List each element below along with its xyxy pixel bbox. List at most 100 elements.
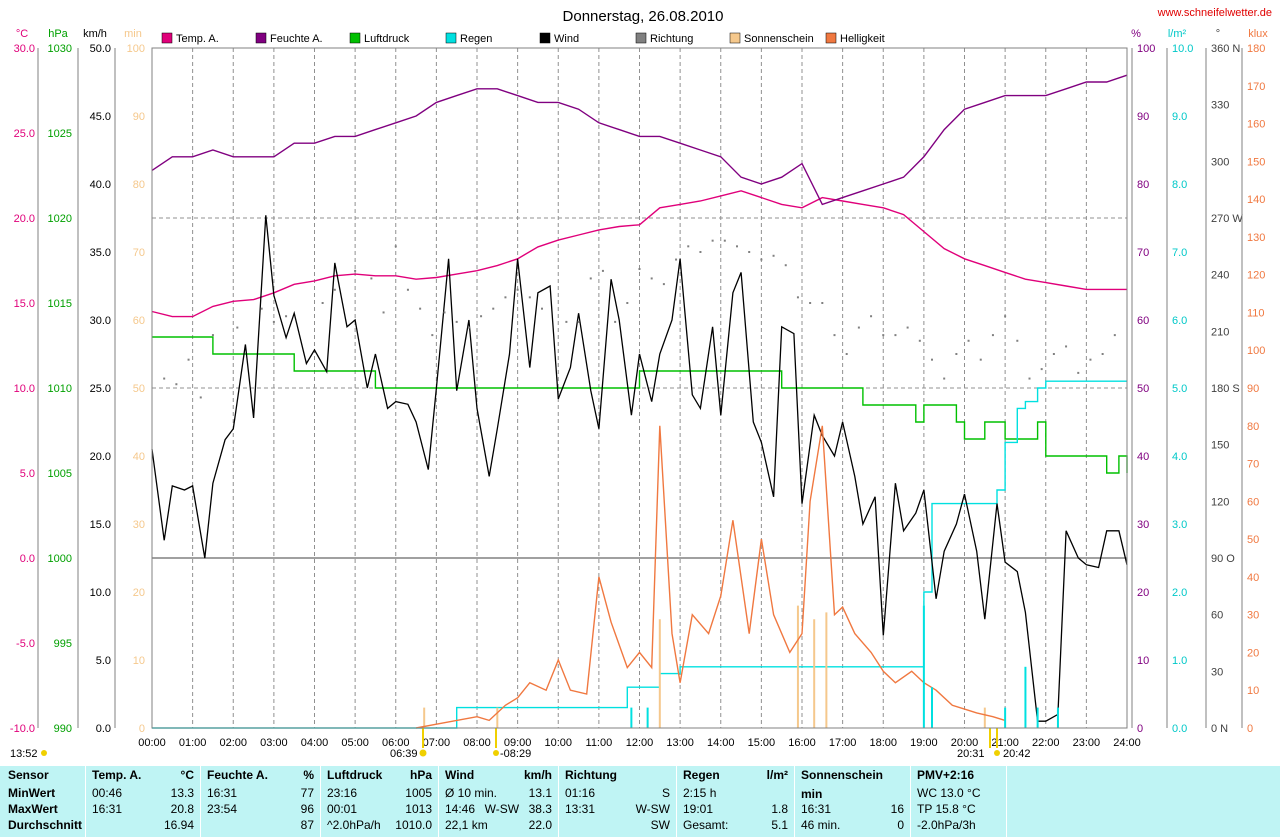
- right-unit-label: klux: [1248, 28, 1268, 40]
- sunrise-icon: [419, 749, 427, 757]
- klux-axis-tick: 140: [1247, 194, 1265, 206]
- direction-point: [760, 258, 763, 261]
- direction-point: [431, 334, 434, 337]
- direction-point: [504, 296, 507, 299]
- legend: Temp. A. Feuchte A. Luftdruck Regen Wind Rich…: [161, 32, 885, 45]
- direction-point: [370, 277, 373, 280]
- direction-point: [260, 307, 263, 310]
- direction-point: [979, 358, 982, 361]
- direction-point: [626, 302, 629, 304]
- left-unit-label: min: [124, 28, 142, 40]
- stats-column: Sonnenschein min 16:31 16 46 min. 0: [795, 766, 911, 837]
- series-line-luftdruck: [152, 336, 1128, 474]
- direction-point: [796, 296, 799, 299]
- rain-axis-tick: 2.0: [1172, 587, 1187, 599]
- temp-axis-tick: 10.0: [14, 383, 35, 395]
- hour-label: 17:00: [829, 737, 857, 749]
- left-unit-label: km/h: [83, 28, 107, 40]
- direction-point: [857, 326, 860, 329]
- left-unit-label: hPa: [48, 28, 68, 40]
- rain-axis-tick: 5.0: [1172, 383, 1187, 395]
- wind-axis-tick: 15.0: [90, 519, 111, 531]
- rain-axis-tick: 7.0: [1172, 247, 1187, 259]
- hour-label: 03:00: [260, 737, 288, 749]
- left-unit-label: °C: [16, 28, 28, 40]
- chart-title: Donnerstag, 26.08.2010: [563, 8, 724, 25]
- wind-axis-tick: 30.0: [90, 315, 111, 327]
- legend-swatch-1: [255, 32, 267, 44]
- wind-axis-tick: 45.0: [90, 111, 111, 123]
- stats-column: Feuchte A.% 16:31 77 23:54 96 87: [201, 766, 321, 837]
- wind-axis-tick: 50.0: [90, 43, 111, 55]
- sun-axis-tick: 10: [133, 655, 145, 667]
- direction-point: [821, 302, 824, 304]
- wind-axis-tick: 0.0: [96, 723, 111, 735]
- hour-label: 01:00: [179, 737, 207, 749]
- legend-swatch-5: [635, 32, 647, 44]
- legend-swatch-4: [539, 32, 551, 44]
- direction-point: [382, 311, 385, 314]
- klux-axis-tick: 30: [1247, 610, 1259, 622]
- rain-axis-tick: 9.0: [1172, 111, 1187, 123]
- pressure-axis-tick: 1015: [48, 298, 72, 310]
- temp-axis-tick: 30.0: [14, 43, 35, 55]
- series-line-feuchte-a-: [151, 74, 1128, 206]
- direction-point: [614, 320, 617, 323]
- direction-point: [943, 377, 946, 380]
- sun-axis-tick: 30: [133, 519, 145, 531]
- statistics-table: Sensor MinWert MaxWert Durchschnitt Temp…: [0, 766, 1280, 837]
- row-label-min: MinWert: [8, 786, 56, 800]
- temp-axis-tick: 0.0: [20, 553, 35, 565]
- legend-label-5: Richtung: [650, 33, 693, 45]
- direction-point: [565, 320, 568, 323]
- direction-point: [1016, 339, 1019, 342]
- direction-axis-tick: 150: [1211, 440, 1229, 452]
- row-label-avg: Durchschnitt: [8, 818, 83, 832]
- direction-point: [455, 320, 458, 323]
- direction-point: [236, 326, 239, 329]
- direction-point: [541, 307, 543, 310]
- klux-axis-tick: 50: [1247, 534, 1259, 546]
- wind-axis-tick: 20.0: [90, 451, 111, 463]
- temp-axis-tick: 20.0: [14, 213, 35, 225]
- stats-column: Luftdruck hPa 23:16 1005 00:01 1013 ^2.0hPa/h 1…: [321, 766, 439, 837]
- legend-label-1: Feuchte A.: [270, 33, 323, 45]
- direction-point: [906, 326, 909, 329]
- humidity-axis-tick: 0: [1137, 723, 1143, 735]
- legend-label-2: Luftdruck: [364, 33, 410, 45]
- hour-label: 20:00: [951, 737, 979, 749]
- wind-axis-tick: 35.0: [90, 247, 111, 259]
- temp-axis-tick: -5.0: [16, 638, 35, 650]
- klux-axis-tick: 150: [1247, 156, 1265, 168]
- sun-markers: 13:52 06:39 -08:29 20:31 20:42: [10, 728, 1031, 760]
- klux-axis-tick: 20: [1247, 647, 1259, 659]
- hour-label: 18:00: [869, 737, 897, 749]
- direction-axis-tick: 90 O: [1211, 553, 1235, 565]
- temp-axis-tick: 25.0: [14, 128, 35, 140]
- series-line-temp-a-: [151, 190, 1127, 318]
- rain-axis-tick: 6.0: [1172, 315, 1187, 327]
- direction-point: [467, 326, 470, 329]
- rain-axis-tick: 8.0: [1172, 179, 1187, 191]
- direction-axis-tick: 180 S: [1211, 383, 1240, 395]
- wind-axis-tick: 40.0: [90, 179, 111, 191]
- direction-point: [955, 353, 958, 355]
- klux-axis-tick: 60: [1247, 496, 1259, 508]
- klux-axis-tick: 120: [1247, 270, 1265, 282]
- direction-point: [650, 277, 653, 280]
- pressure-axis-tick: 1000: [48, 553, 72, 565]
- hour-label: 04:00: [301, 737, 329, 749]
- hour-label: 23:00: [1073, 737, 1101, 749]
- humidity-axis-tick: 10: [1137, 655, 1149, 667]
- pressure-axis-tick: 1020: [48, 213, 72, 225]
- direction-point: [419, 307, 422, 310]
- direction-point: [687, 245, 690, 248]
- right-unit-label: °: [1216, 28, 1220, 40]
- direction-point: [833, 334, 836, 337]
- direction-point: [211, 334, 214, 337]
- legend-label-3: Regen: [460, 33, 492, 45]
- sunset-label: 20:31: [957, 748, 985, 760]
- hour-label: 21:00: [991, 737, 1019, 749]
- klux-axis-tick: 90: [1247, 383, 1259, 395]
- sun-axis-tick: 40: [133, 451, 145, 463]
